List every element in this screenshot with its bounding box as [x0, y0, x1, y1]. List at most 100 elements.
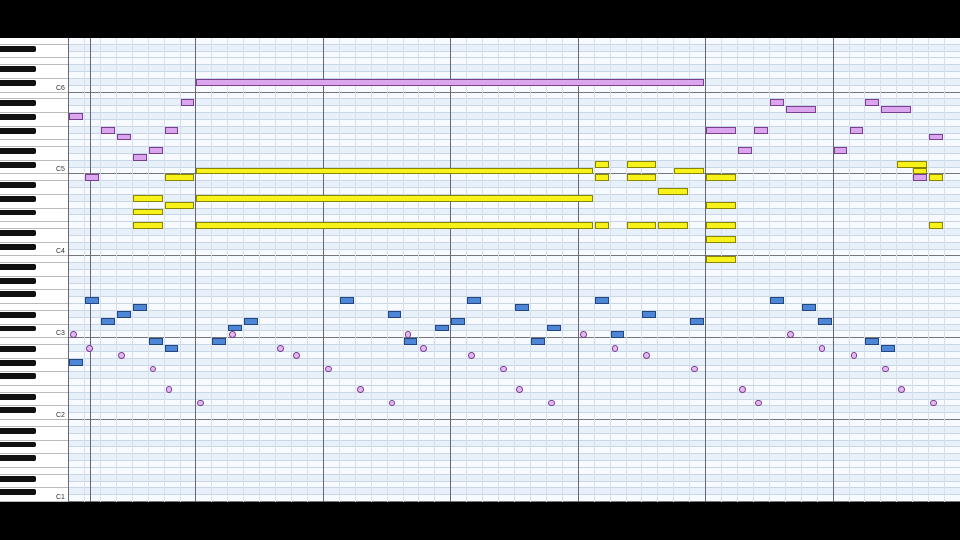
blue-note[interactable] [530, 338, 545, 346]
drum-hit[interactable] [754, 399, 762, 407]
yellow-note[interactable] [132, 208, 163, 216]
white-key[interactable] [0, 447, 68, 455]
white-key[interactable] [0, 468, 68, 475]
purple-note[interactable] [849, 126, 864, 134]
blue-note[interactable] [212, 338, 227, 346]
purple-note[interactable] [164, 126, 179, 134]
yellow-note[interactable] [658, 222, 689, 230]
black-key[interactable] [0, 79, 36, 86]
blue-note[interactable] [467, 297, 482, 305]
drum-hit[interactable] [898, 386, 906, 393]
white-key[interactable] [0, 140, 68, 148]
blue-note[interactable] [435, 324, 450, 332]
white-key[interactable] [0, 434, 68, 441]
drum-hit[interactable] [500, 365, 507, 373]
purple-note[interactable] [69, 113, 83, 120]
yellow-note[interactable] [929, 174, 944, 182]
purple-note[interactable] [881, 106, 912, 114]
purple-note[interactable] [180, 99, 195, 107]
purple-note[interactable] [833, 147, 848, 154]
white-key[interactable] [0, 482, 68, 489]
white-key[interactable] [0, 270, 68, 277]
white-key[interactable] [0, 215, 68, 223]
yellow-note[interactable] [626, 174, 657, 182]
black-key[interactable] [0, 291, 36, 298]
drum-hit[interactable] [388, 399, 396, 407]
drum-hit[interactable] [930, 399, 937, 407]
white-key[interactable] [0, 120, 68, 127]
black-key[interactable] [0, 243, 36, 250]
drum-hit[interactable] [420, 345, 428, 352]
black-key[interactable] [0, 230, 36, 236]
white-key[interactable] [0, 256, 68, 264]
yellow-note[interactable] [626, 222, 657, 230]
white-key[interactable] [0, 72, 68, 79]
white-key[interactable] [0, 168, 68, 175]
purple-note[interactable] [148, 147, 163, 154]
drum-hit[interactable] [229, 331, 237, 339]
blue-note[interactable] [801, 304, 816, 311]
white-key[interactable] [0, 400, 68, 407]
white-key[interactable] [0, 318, 68, 325]
yellow-note[interactable] [196, 194, 593, 202]
drum-hit[interactable] [293, 351, 300, 359]
white-key[interactable] [0, 58, 68, 66]
black-key[interactable] [0, 277, 36, 284]
white-key[interactable] [0, 86, 68, 93]
purple-note[interactable] [785, 106, 816, 114]
drum-hit[interactable] [85, 345, 93, 352]
blue-note[interactable] [546, 324, 561, 332]
piano-keyboard[interactable]: C6 C5 C4 C3 C2 C1 [0, 38, 69, 502]
yellow-note[interactable] [196, 167, 593, 175]
drum-hit[interactable] [70, 331, 77, 339]
yellow-note[interactable] [897, 160, 928, 168]
drum-hit[interactable] [850, 351, 858, 359]
white-key[interactable] [0, 250, 68, 257]
yellow-note[interactable] [164, 174, 195, 182]
white-key[interactable] [0, 304, 68, 311]
black-key[interactable] [0, 373, 36, 380]
purple-note[interactable] [753, 126, 768, 134]
blue-note[interactable] [769, 297, 784, 305]
black-key[interactable] [0, 100, 36, 107]
drum-hit[interactable] [579, 331, 587, 339]
purple-note[interactable] [196, 78, 705, 86]
white-key[interactable] [0, 93, 68, 100]
white-key[interactable] [0, 202, 68, 209]
blue-note[interactable] [403, 338, 418, 346]
drum-hit[interactable] [468, 351, 476, 359]
blue-note[interactable] [84, 297, 99, 305]
white-key[interactable] [0, 188, 68, 195]
drum-hit[interactable] [404, 331, 412, 339]
purple-note[interactable] [132, 154, 147, 161]
yellow-note[interactable] [706, 235, 736, 243]
black-key[interactable] [0, 489, 36, 496]
yellow-note[interactable] [132, 194, 163, 202]
blue-note[interactable] [228, 324, 243, 332]
white-key[interactable] [0, 284, 68, 291]
white-key[interactable] [0, 52, 68, 59]
white-key[interactable] [0, 338, 68, 346]
purple-note[interactable] [706, 126, 736, 134]
black-key[interactable] [0, 45, 36, 52]
white-key[interactable] [0, 413, 68, 421]
white-key[interactable] [0, 134, 68, 141]
drum-hit[interactable] [516, 386, 523, 393]
drum-hit[interactable] [165, 386, 173, 393]
drum-hit[interactable] [643, 351, 651, 359]
blue-note[interactable] [594, 297, 609, 305]
drum-hit[interactable] [611, 345, 619, 352]
yellow-note[interactable] [196, 222, 593, 230]
yellow-note[interactable] [706, 256, 736, 264]
blue-note[interactable] [881, 345, 896, 352]
purple-note[interactable] [929, 133, 944, 141]
blue-note[interactable] [164, 345, 179, 352]
black-key[interactable] [0, 264, 36, 270]
yellow-note[interactable] [706, 201, 736, 209]
white-key[interactable] [0, 420, 68, 427]
drum-hit[interactable] [786, 331, 794, 339]
purple-note[interactable] [913, 174, 928, 182]
blue-note[interactable] [865, 338, 880, 346]
black-key[interactable] [0, 393, 36, 400]
blue-note[interactable] [116, 310, 131, 318]
